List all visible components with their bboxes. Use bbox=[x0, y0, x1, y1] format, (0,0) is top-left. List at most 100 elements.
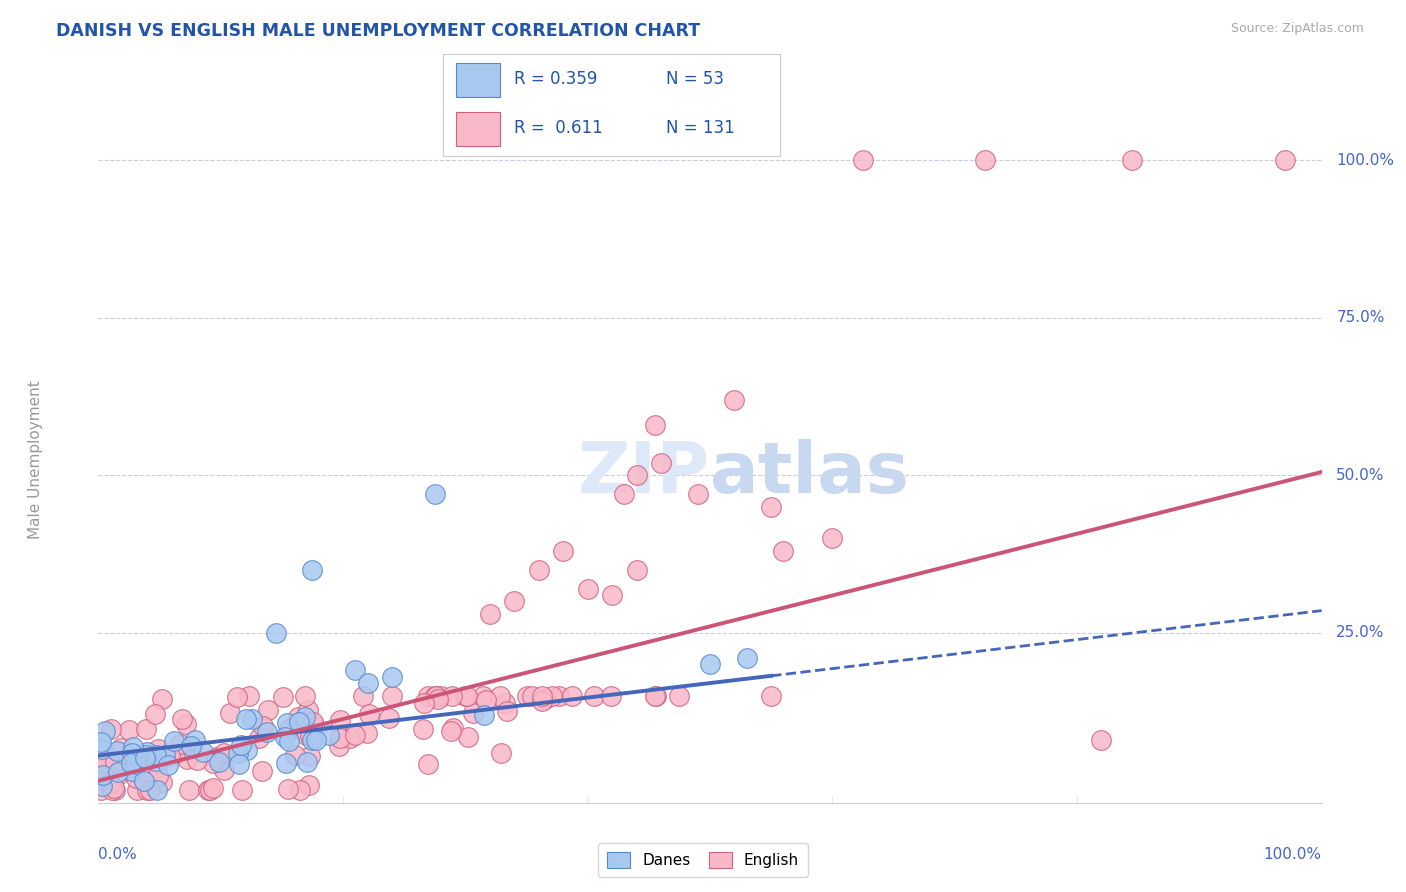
Point bbox=[494, 696, 516, 710]
Point bbox=[198, 783, 221, 797]
Point bbox=[294, 689, 316, 703]
Point bbox=[180, 739, 202, 754]
Point bbox=[583, 689, 606, 703]
Point bbox=[489, 746, 512, 760]
Point bbox=[162, 747, 184, 761]
Point bbox=[107, 768, 129, 782]
Point bbox=[252, 718, 274, 732]
Point bbox=[772, 543, 794, 558]
Text: atlas: atlas bbox=[710, 439, 910, 508]
Point bbox=[541, 689, 564, 703]
Text: Source: ZipAtlas.com: Source: ZipAtlas.com bbox=[1230, 22, 1364, 36]
Point bbox=[425, 689, 447, 703]
Point bbox=[91, 755, 114, 769]
Point bbox=[236, 743, 259, 757]
Point bbox=[103, 780, 125, 795]
Point bbox=[226, 746, 249, 760]
Point bbox=[522, 689, 544, 703]
Point bbox=[163, 733, 186, 747]
Point bbox=[134, 751, 156, 765]
Point bbox=[974, 153, 997, 167]
Point bbox=[429, 689, 451, 703]
Text: Male Unemployment: Male Unemployment bbox=[28, 380, 44, 539]
Point bbox=[104, 755, 127, 769]
Point bbox=[852, 153, 875, 167]
Point bbox=[183, 733, 205, 747]
Point bbox=[110, 741, 132, 756]
Point bbox=[212, 746, 235, 760]
Point bbox=[231, 783, 253, 797]
Point bbox=[530, 689, 553, 703]
Point bbox=[761, 689, 783, 703]
Point bbox=[250, 764, 273, 779]
Point bbox=[288, 715, 311, 730]
Point bbox=[599, 689, 621, 703]
Point bbox=[299, 748, 322, 763]
Legend: Danes, English: Danes, English bbox=[598, 843, 808, 877]
Point bbox=[277, 781, 299, 796]
Point bbox=[105, 744, 128, 758]
Point bbox=[143, 706, 166, 721]
Point bbox=[256, 724, 278, 739]
Point bbox=[202, 780, 225, 795]
Point bbox=[454, 689, 477, 703]
Point bbox=[301, 732, 323, 747]
Text: DANISH VS ENGLISH MALE UNEMPLOYMENT CORRELATION CHART: DANISH VS ENGLISH MALE UNEMPLOYMENT CORR… bbox=[56, 22, 700, 40]
Point bbox=[136, 783, 159, 797]
Point bbox=[328, 739, 350, 753]
Point bbox=[150, 691, 173, 706]
Point bbox=[101, 750, 124, 764]
Text: 100.0%: 100.0% bbox=[1264, 847, 1322, 863]
Point bbox=[94, 724, 117, 739]
Text: 0.0%: 0.0% bbox=[98, 847, 138, 863]
Point bbox=[301, 563, 323, 577]
Point bbox=[205, 750, 228, 764]
Point bbox=[381, 670, 404, 684]
Point bbox=[472, 689, 495, 703]
Point bbox=[134, 747, 156, 762]
Point bbox=[197, 783, 219, 797]
Point bbox=[148, 741, 170, 756]
Point bbox=[329, 713, 352, 727]
Point bbox=[121, 740, 143, 755]
Point bbox=[107, 764, 129, 779]
Point bbox=[287, 710, 309, 724]
Point bbox=[174, 717, 197, 731]
Point bbox=[90, 735, 112, 749]
Point bbox=[153, 747, 176, 762]
Point bbox=[98, 758, 121, 772]
Point bbox=[516, 689, 538, 703]
Text: R = 0.359: R = 0.359 bbox=[513, 70, 598, 88]
Point bbox=[276, 715, 298, 730]
Point bbox=[297, 702, 319, 716]
Point bbox=[600, 588, 623, 602]
Point bbox=[418, 689, 440, 703]
Point bbox=[295, 728, 318, 742]
Point bbox=[191, 745, 214, 759]
Point bbox=[169, 737, 191, 751]
Point bbox=[156, 757, 179, 772]
Point bbox=[127, 783, 149, 797]
Point bbox=[668, 689, 690, 703]
Point bbox=[356, 726, 378, 740]
Point bbox=[356, 676, 378, 690]
Point bbox=[329, 731, 352, 746]
Point bbox=[104, 783, 127, 797]
Point bbox=[121, 746, 143, 760]
Point bbox=[527, 563, 550, 577]
Point bbox=[644, 689, 666, 703]
Point bbox=[441, 721, 464, 735]
Point bbox=[561, 689, 583, 703]
Point bbox=[229, 739, 252, 753]
Point bbox=[100, 722, 122, 736]
Point bbox=[1090, 732, 1112, 747]
Point bbox=[159, 748, 181, 763]
Point bbox=[553, 543, 575, 558]
Text: N = 131: N = 131 bbox=[665, 119, 734, 136]
Text: 100.0%: 100.0% bbox=[1336, 153, 1395, 168]
Point bbox=[284, 748, 307, 763]
Point bbox=[90, 783, 112, 797]
Point bbox=[297, 755, 319, 769]
Point bbox=[305, 733, 328, 747]
Point bbox=[208, 755, 231, 769]
